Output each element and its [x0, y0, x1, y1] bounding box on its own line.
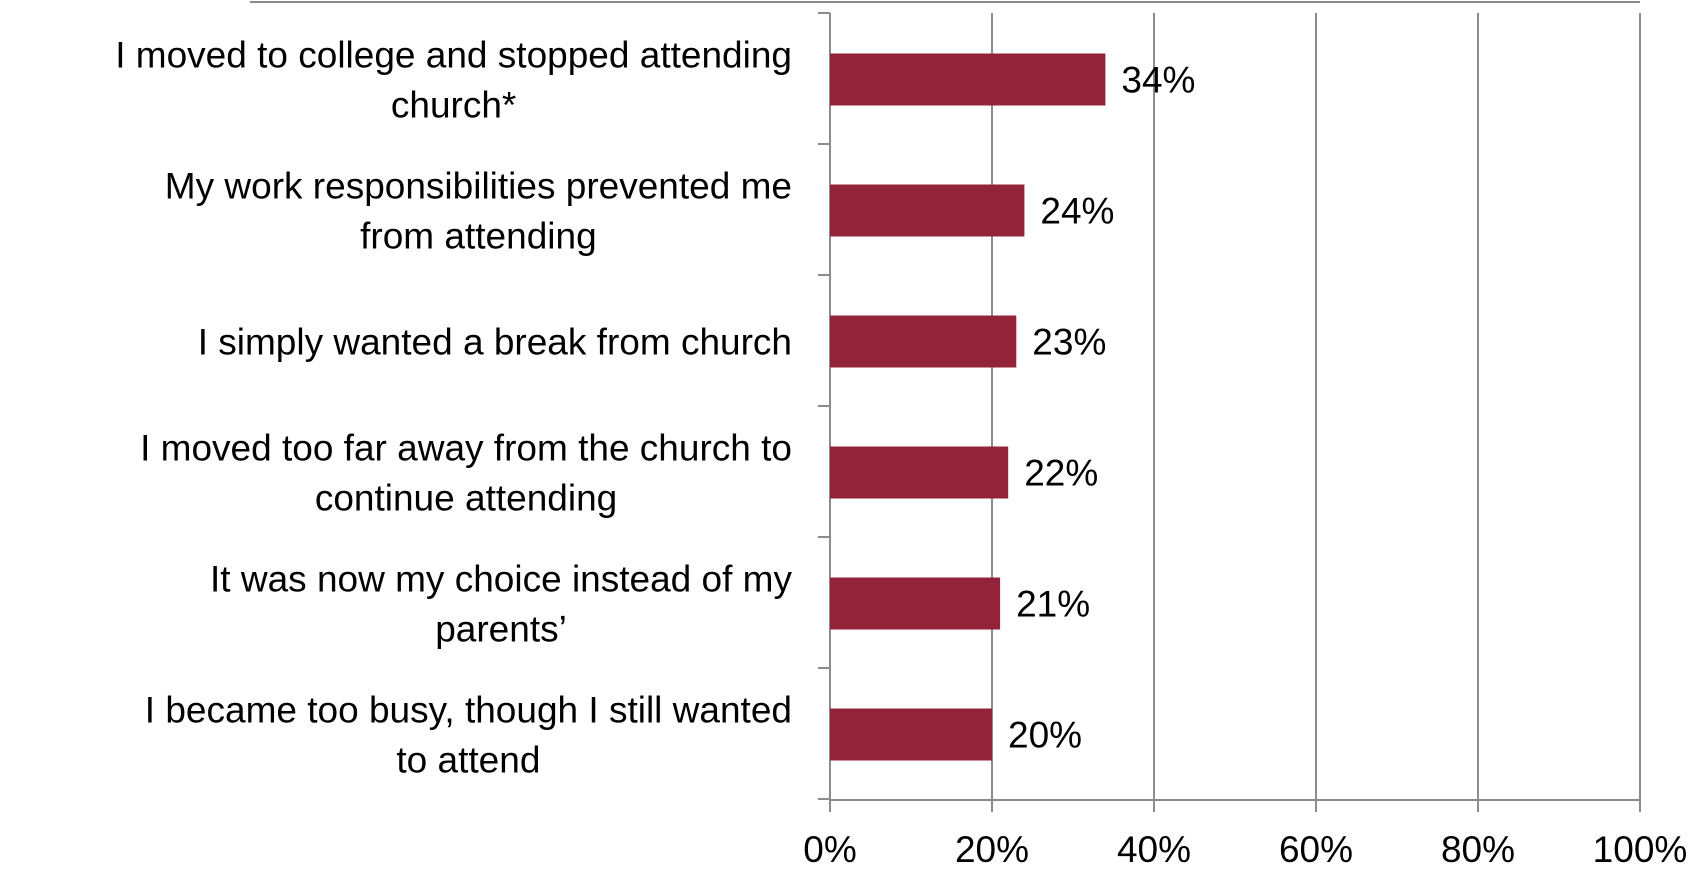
data-label: 20% — [1008, 715, 1082, 756]
category-label-line: parents’ — [435, 609, 567, 650]
x-tick-label: 40% — [1117, 829, 1191, 870]
category-label-line: I became too busy, though I still wanted — [145, 690, 792, 731]
x-tick-label: 80% — [1441, 829, 1515, 870]
category-label-line: church* — [391, 85, 516, 126]
bar — [830, 184, 1025, 237]
category-label: It was now my choice instead of my parent… — [210, 559, 792, 650]
data-label: 21% — [1016, 584, 1090, 625]
x-tick-label: 20% — [955, 829, 1029, 870]
x-tick-label: 0% — [803, 829, 856, 870]
category-label-line: continue attending — [315, 478, 617, 519]
bar — [830, 708, 992, 761]
bar — [830, 53, 1106, 106]
category-label-line: to attend — [396, 740, 540, 781]
category-label-line: I moved to college and stopped attending — [115, 35, 792, 76]
category-label: I moved too far away from the church to c… — [140, 428, 792, 519]
category-label-line: My work responsibilities prevented me — [165, 166, 792, 207]
category-label: I became too busy, though I still wanted… — [145, 690, 792, 781]
x-tick-label: 100% — [1593, 829, 1688, 870]
data-label: 22% — [1024, 453, 1098, 494]
bar — [830, 577, 1001, 630]
bar — [830, 446, 1009, 499]
x-tick-label: 60% — [1279, 829, 1353, 870]
category-label: My work responsibilities prevented me fro… — [165, 166, 792, 257]
data-label: 23% — [1032, 322, 1106, 363]
category-label-line: from attending — [360, 216, 597, 257]
data-label: 34% — [1121, 60, 1195, 101]
category-label-line: I simply wanted a break from church — [198, 322, 792, 363]
bar — [830, 315, 1017, 368]
data-label: 24% — [1040, 191, 1114, 232]
category-label-line: I moved too far away from the church to — [140, 428, 792, 469]
category-label: I simply wanted a break from church — [198, 322, 792, 363]
category-label-line: It was now my choice instead of my — [210, 559, 792, 600]
category-label: I moved to college and stopped attending… — [115, 35, 792, 126]
